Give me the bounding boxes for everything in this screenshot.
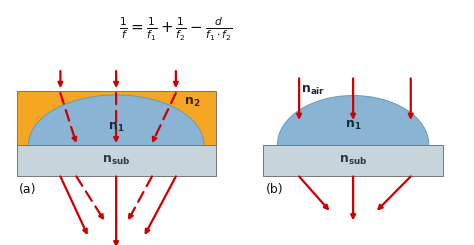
- Bar: [263, 145, 443, 176]
- Bar: [17, 145, 216, 176]
- Text: $\mathbf{n_1}$: $\mathbf{n_1}$: [345, 118, 361, 132]
- Text: $\frac{1}{f} = \frac{1}{f_1} + \frac{1}{f_2} - \frac{d}{f_1 \cdot f_2}$: $\frac{1}{f} = \frac{1}{f_1} + \frac{1}{…: [118, 16, 232, 43]
- Text: (b): (b): [265, 183, 283, 196]
- Bar: [17, 91, 216, 145]
- Bar: [17, 91, 216, 145]
- Ellipse shape: [28, 95, 204, 194]
- Text: (a): (a): [19, 183, 36, 196]
- Bar: [254, 83, 453, 145]
- Ellipse shape: [277, 96, 429, 194]
- Text: $\mathbf{n_2}$: $\mathbf{n_2}$: [183, 96, 200, 109]
- Text: $\mathbf{n_{air}}$: $\mathbf{n_{air}}$: [301, 84, 326, 97]
- Text: $\mathbf{n_{sub}}$: $\mathbf{n_{sub}}$: [102, 154, 130, 167]
- Text: $\mathbf{n_1}$: $\mathbf{n_1}$: [108, 121, 124, 134]
- Text: $\mathbf{n_{sub}}$: $\mathbf{n_{sub}}$: [339, 154, 367, 167]
